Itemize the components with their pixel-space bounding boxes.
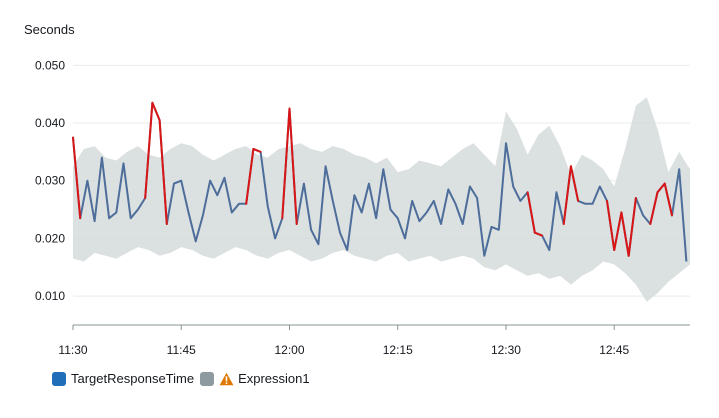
anomaly-segment	[151, 101, 161, 122]
series-line-target-response-time	[72, 101, 688, 262]
anomaly-segment	[649, 191, 659, 226]
anomaly-segment	[620, 211, 630, 257]
warning-icon	[219, 372, 234, 385]
legend-swatch-target-response-time	[52, 371, 66, 386]
anomaly-segment	[72, 136, 82, 220]
anomaly-band-expression1	[73, 97, 690, 302]
x-tick-label: 12:45	[599, 343, 629, 357]
y-tick-label: 0.010	[35, 289, 65, 303]
anomaly-segment	[569, 165, 580, 202]
legend: TargetResponseTime Expression1	[52, 371, 316, 386]
y-axis-label: Seconds	[24, 22, 75, 37]
x-tick-label: 12:15	[383, 343, 413, 357]
anomaly-segment	[627, 197, 637, 257]
x-tick-label: 11:45	[167, 343, 196, 357]
anomaly-segment	[656, 182, 666, 194]
anomaly-segment	[533, 231, 544, 237]
legend-label-expression1: Expression1	[238, 371, 310, 386]
anomaly-segment	[526, 191, 536, 234]
anomaly-segment	[606, 199, 616, 251]
anomaly-segment	[562, 165, 572, 226]
legend-item-expression1[interactable]: Expression1	[200, 371, 310, 386]
x-tick-label: 12:00	[274, 343, 304, 357]
legend-item-target-response-time[interactable]: TargetResponseTime	[52, 371, 194, 386]
anomaly-segment	[281, 107, 291, 220]
anomaly-segment	[613, 211, 623, 251]
x-tick-label: 12:30	[491, 343, 521, 357]
y-tick-label: 0.040	[35, 116, 65, 130]
legend-label-target-response-time: TargetResponseTime	[71, 371, 195, 386]
y-tick-label: 0.050	[35, 58, 65, 72]
x-tick-label: 11:30	[58, 343, 87, 357]
anomaly-segment	[158, 119, 168, 226]
anomaly-segment	[663, 182, 673, 217]
legend-swatch-expression1	[200, 371, 215, 386]
anomaly-segment	[252, 147, 262, 153]
y-tick-label: 0.030	[35, 174, 65, 188]
anomaly-segment	[144, 101, 154, 200]
y-tick-label: 0.020	[35, 231, 65, 245]
anomaly-segment	[288, 107, 298, 226]
anomaly-segment	[245, 147, 255, 205]
